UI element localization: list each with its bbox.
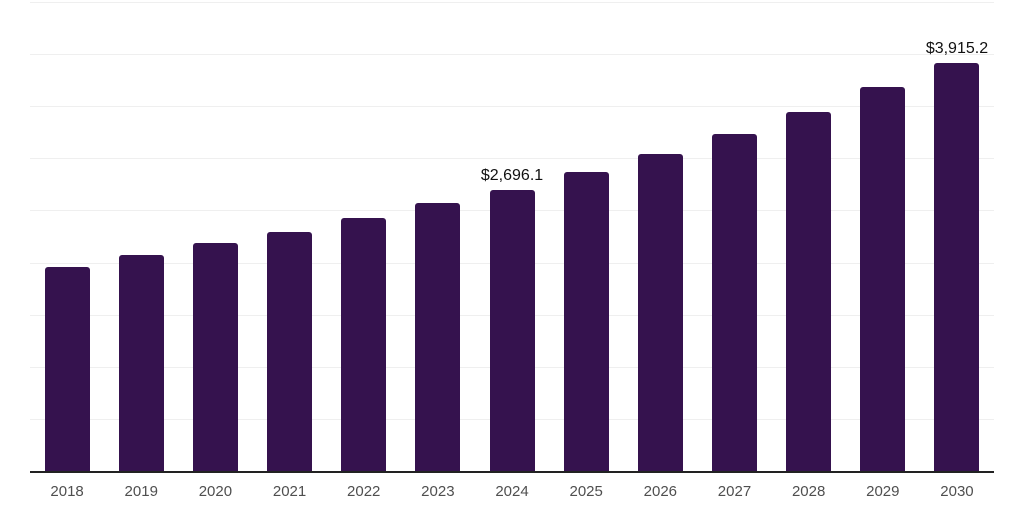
bar-slot-2027	[697, 2, 771, 471]
bar-2024[interactable]	[489, 190, 535, 471]
x-tick-label-2027: 2027	[717, 483, 752, 500]
x-axis-labels: 2018 2019 2020 2021 2022 2023 2024 2025 2026 2027…	[30, 482, 994, 502]
x-tick-label-2025: 2025	[569, 483, 603, 500]
bar-2027[interactable]	[711, 133, 757, 471]
bar-slot-2029	[846, 2, 920, 471]
x-tick-label-2018: 2018	[50, 483, 84, 500]
bar-slot-2019	[104, 2, 178, 471]
gridline	[30, 106, 994, 108]
x-tick-label-2019: 2019	[124, 483, 158, 500]
x-tick-label-2022: 2022	[347, 483, 381, 500]
gridline	[30, 158, 994, 160]
x-tick-label-2020: 2020	[198, 483, 233, 500]
bar-slot-2023	[401, 2, 475, 471]
bar-slot-2028	[772, 2, 846, 471]
x-tick-label-2021: 2021	[272, 483, 307, 500]
x-tick-label-2026: 2026	[643, 483, 678, 500]
bar-slot-2022	[327, 2, 401, 471]
bar-slot-2026	[623, 2, 697, 471]
bar-2028[interactable]	[786, 111, 832, 471]
bar-slot-2030: $3,915.2	[920, 2, 994, 471]
bar-slot-2024: $2,696.1	[475, 2, 549, 471]
gridline	[30, 2, 994, 3]
bar-2025[interactable]	[563, 171, 609, 471]
bar-value-label-2030: $3,915.2	[925, 40, 989, 58]
plot-area: $2,696.1 $3,915.2	[30, 2, 994, 473]
bar-2018[interactable]	[44, 266, 90, 471]
x-tick-label-2029: 2029	[866, 483, 900, 500]
x-tick-label-2024: 2024	[495, 483, 529, 500]
x-tick-label-2030: 2030	[940, 483, 974, 500]
bar-slot-2025	[549, 2, 623, 471]
x-tick-label-2023: 2023	[421, 483, 455, 500]
bar-slot-2018	[30, 2, 104, 471]
bar-2026[interactable]	[637, 153, 683, 471]
bar-2029[interactable]	[860, 87, 906, 471]
bar-2030[interactable]	[934, 62, 980, 471]
gridline	[30, 54, 994, 56]
bar-value-label-2024: $2,696.1	[480, 167, 544, 185]
bar-2023[interactable]	[415, 203, 461, 471]
x-tick-label-2028: 2028	[791, 483, 826, 500]
bar-slot-2021	[252, 2, 326, 471]
bar-2019[interactable]	[118, 254, 164, 471]
bar-slots: $2,696.1 $3,915.2	[30, 2, 994, 471]
bar-2020[interactable]	[192, 242, 238, 471]
bar-2021[interactable]	[267, 232, 313, 471]
bar-2022[interactable]	[341, 217, 387, 471]
bar-slot-2020	[178, 2, 252, 471]
